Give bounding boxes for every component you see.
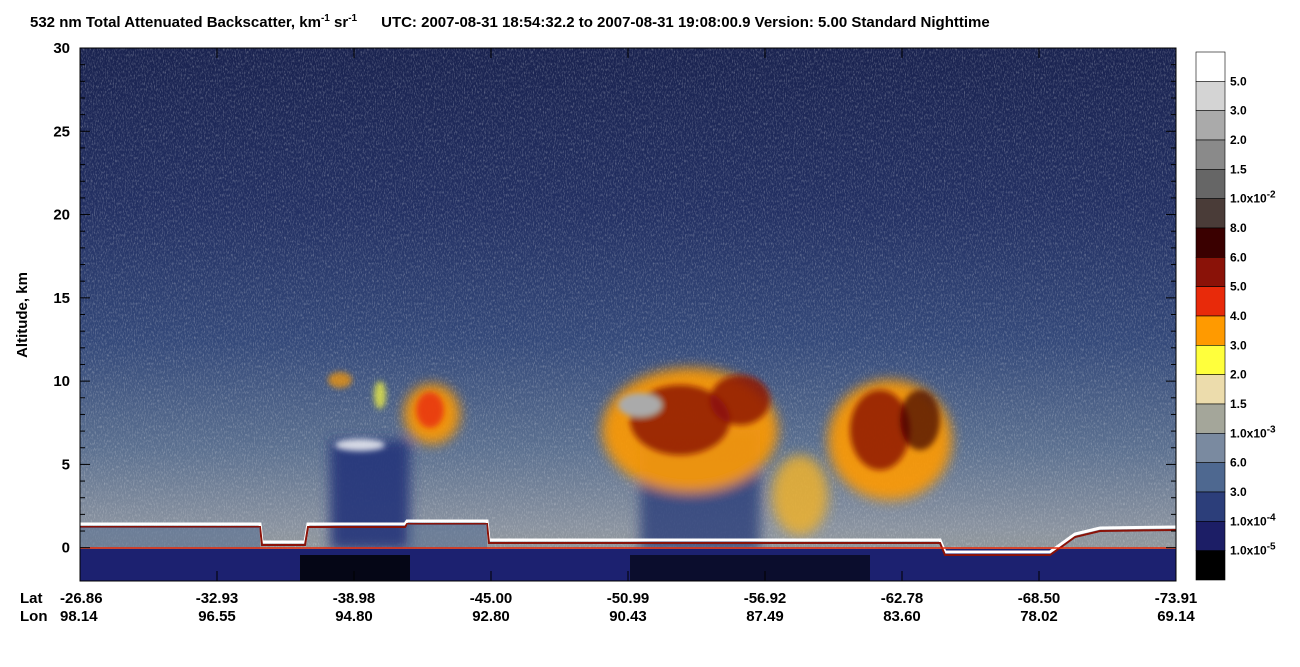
title-text: UTC: 2007-08-31 18:54:32.2 to 2007-08-31… [381,14,990,31]
colorbar-label: 4.0 [1230,309,1247,323]
colorbar-label-exponent: -2 [1267,190,1276,201]
x-tick-label: -73.91 [1155,590,1198,607]
chart-title: 532 nm Total Attenuated Backscatter, km-… [30,13,990,31]
colorbar-label-text: 6.0 [1230,250,1247,264]
colorbar-label-text: 1.0x10 [1230,426,1267,440]
colorbar-label-text: 3.0 [1230,485,1247,499]
colorbar-label-text: 8.0 [1230,221,1247,235]
colorbar-label: 1.0x10-3 [1230,424,1276,440]
colorbar-swatch [1195,521,1226,551]
title-text: 532 nm Total Attenuated Backscatter, km [30,14,321,31]
colorbar-label: 1.0x10-4 [1230,512,1276,528]
colorbar-swatch [1195,403,1226,434]
colorbar-swatch [1195,169,1226,199]
x-tick-label: 69.14 [1157,608,1195,625]
colorbar-swatch [1195,139,1226,170]
colorbar-label: 2.0 [1230,133,1247,147]
y-tick-label: 0 [62,540,70,557]
colorbar-label-text: 1.5 [1230,397,1247,411]
title-text: sr [330,14,349,31]
colorbar-label-text: 4.0 [1230,309,1247,323]
colorbar-label-text: 1.0x10 [1230,192,1267,206]
colorbar-label-exponent: -4 [1267,512,1276,523]
title-superscript: -1 [348,13,357,24]
x-tick-label: -50.99 [607,590,650,607]
colorbar-label: 8.0 [1230,221,1247,235]
colorbar-label: 2.0 [1230,368,1247,382]
colorbar-label-exponent: -5 [1267,542,1276,553]
x-tick-label: 90.43 [609,608,647,625]
colorbar-label-text: 3.0 [1230,104,1247,118]
colorbar-label-text: 5.0 [1230,280,1247,294]
x-tick-label: 92.80 [472,608,510,625]
y-axis-label: Altitude, km [14,272,31,358]
colorbar-swatch [1195,110,1226,141]
curtain-image [80,48,1176,581]
colorbar-swatch [1195,462,1226,493]
colorbar-swatch [1195,51,1226,82]
colorbar-label-text: 1.0x10 [1230,544,1267,558]
x-tick-label: -38.98 [333,590,376,607]
colorbar-label-text: 3.0 [1230,338,1247,352]
y-tick-label: 10 [53,373,70,390]
colorbar-swatch [1195,345,1226,375]
y-tick-label: 30 [53,40,70,57]
colorbar-label: 1.5 [1230,397,1247,411]
colorbar-label-text: 2.0 [1230,133,1247,147]
colorbar-label: 6.0 [1230,456,1247,470]
x-tick-label: -45.00 [470,590,513,607]
colorbar-label: 5.0 [1230,280,1247,294]
colorbar-swatch [1195,286,1226,317]
colorbar-label: 1.0x10-5 [1230,542,1276,558]
x-tick-label: 83.60 [883,608,921,625]
x-tick-label: 78.02 [1020,608,1058,625]
colorbar-swatch [1195,315,1226,346]
y-tick-label: 20 [53,207,70,224]
colorbar-label: 1.0x10-2 [1230,190,1276,206]
colorbar-label-text: 1.5 [1230,162,1247,176]
colorbar-swatch [1195,81,1226,111]
colorbar-label-exponent: -3 [1267,424,1276,435]
colorbar-label: 3.0 [1230,104,1247,118]
colorbar-swatch [1195,374,1226,405]
x-row-name: Lon [20,608,48,625]
y-tick-label: 15 [53,290,70,307]
y-tick-label: 25 [53,123,70,140]
x-tick-label: -26.86 [60,590,103,607]
colorbar-label: 3.0 [1230,338,1247,352]
title-superscript: -1 [321,13,330,24]
colorbar-label: 5.0 [1230,74,1247,88]
x-tick-label: 87.49 [746,608,784,625]
colorbar-label: 1.5 [1230,162,1247,176]
x-tick-label: -32.93 [196,590,239,607]
colorbar-label: 3.0 [1230,485,1247,499]
colorbar-swatch [1195,550,1226,581]
colorbar-label-text: 6.0 [1230,456,1247,470]
x-tick-label: 98.14 [60,608,98,625]
colorbar-label-text: 5.0 [1230,74,1247,88]
colorbar-swatch [1195,198,1226,229]
x-row-name: Lat [20,590,43,607]
x-tick-label: -68.50 [1018,590,1061,607]
x-tick-label: -56.92 [744,590,787,607]
colorbar-swatch [1195,433,1226,463]
colorbar-swatch [1195,227,1226,258]
y-tick-label: 5 [62,456,70,473]
colorbar-label: 6.0 [1230,250,1247,264]
colorbar-swatch [1195,491,1226,522]
x-tick-label: 96.55 [198,608,236,625]
colorbar-label-text: 2.0 [1230,368,1247,382]
colorbar-swatch [1195,257,1226,287]
colorbar-label-text: 1.0x10 [1230,514,1267,528]
x-tick-label: 94.80 [335,608,373,625]
x-tick-label: -62.78 [881,590,924,607]
